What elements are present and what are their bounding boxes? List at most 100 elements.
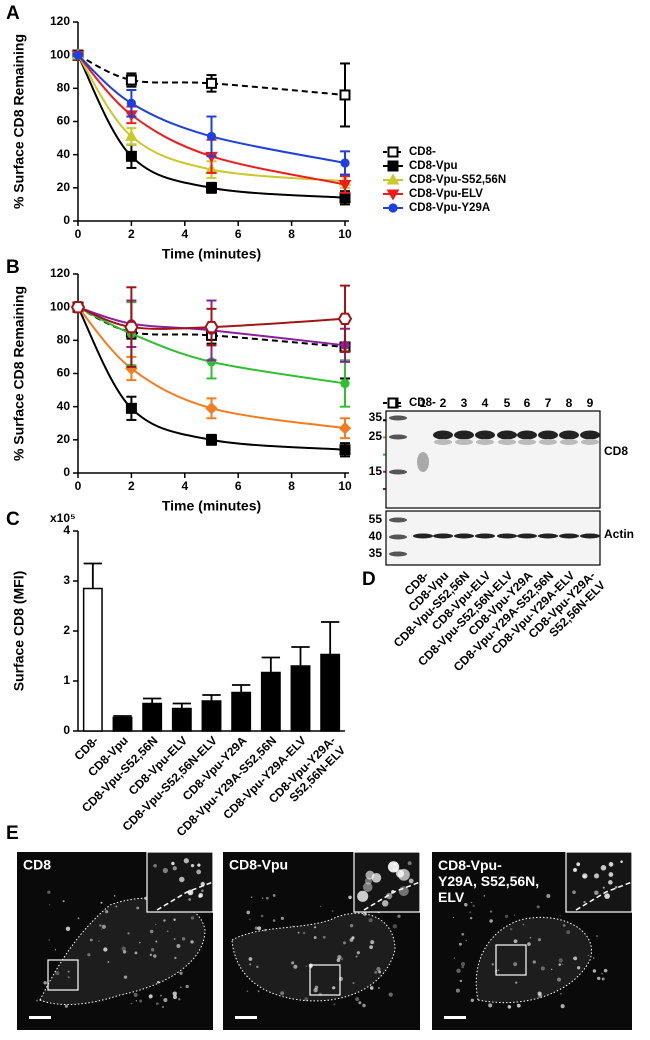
marker: [387, 160, 399, 172]
actin-band: [413, 533, 433, 539]
cd8-band: [454, 430, 474, 440]
roi-box: [47, 959, 79, 991]
marker: [338, 422, 352, 435]
inset-speckle: [387, 861, 400, 873]
speckle: [64, 1004, 68, 1008]
inset-speckle: [583, 900, 586, 904]
speckle: [455, 988, 460, 993]
cd8-band: [475, 430, 495, 440]
speckle: [532, 960, 536, 964]
speckle: [458, 942, 462, 946]
speckle: [332, 986, 336, 990]
marker: [73, 50, 83, 60]
ladder-band: [389, 517, 407, 523]
x-tick-label: 8: [288, 479, 295, 493]
marker: [206, 77, 217, 89]
speckle: [280, 916, 284, 920]
x-tick-label: 10: [338, 479, 352, 493]
marker: [386, 189, 400, 201]
error-bar: [291, 646, 310, 666]
speckle: [509, 927, 513, 931]
speckle: [121, 946, 126, 951]
speckle: [123, 950, 126, 954]
marker-size: 35: [369, 546, 383, 560]
inset-speckle: [188, 898, 191, 901]
marker: [125, 129, 138, 141]
y-tick-label: 100: [50, 299, 70, 313]
error-bar: [172, 702, 192, 709]
actin-band: [497, 533, 517, 539]
speckle: [558, 958, 563, 963]
speckle: [513, 914, 516, 916]
inset-speckle: [357, 890, 369, 902]
speckle: [98, 940, 100, 942]
speckle: [55, 971, 60, 976]
speckle: [337, 954, 342, 960]
bar: [112, 716, 133, 732]
lane-number: 6: [524, 396, 531, 410]
speckle: [592, 969, 597, 973]
inset-speckle: [407, 861, 412, 866]
speckle: [272, 894, 276, 897]
bar: [290, 665, 311, 732]
panel-letter: A: [6, 3, 20, 24]
speckle: [559, 915, 561, 917]
speckle: [352, 981, 355, 985]
marker: [125, 402, 137, 414]
cell-outline: [39, 897, 206, 1006]
inset-speckle: [573, 868, 577, 872]
legend-label: CD8-Vpu-Y29A: [409, 202, 490, 214]
curve: [77, 54, 346, 186]
y-tick-label: 4: [63, 523, 70, 537]
speckle: [122, 949, 127, 954]
inset-speckle: [594, 890, 599, 896]
speckle: [62, 900, 65, 903]
speckle: [172, 995, 178, 1000]
speckle: [174, 956, 177, 960]
speckle: [319, 905, 322, 908]
x-tick-label: 0: [75, 227, 82, 241]
speckle: [461, 961, 466, 966]
speckle: [47, 890, 51, 894]
marker: [339, 444, 351, 456]
y-tick-label: 60: [57, 366, 71, 380]
speckle: [178, 997, 181, 1001]
inset-speckle: [572, 890, 576, 895]
y-tick-label: 0: [63, 723, 70, 737]
speckle: [465, 939, 467, 942]
speckle: [265, 896, 269, 900]
speckle: [190, 940, 194, 944]
speckle: [272, 919, 276, 922]
y-tick-label: 100: [50, 47, 70, 61]
speckle: [148, 994, 153, 999]
cd8-band: [559, 430, 579, 440]
y-tick-label: 20: [57, 180, 71, 194]
inset-speckle: [187, 890, 193, 895]
speckle: [470, 901, 473, 904]
inset-speckle: [604, 893, 610, 899]
speckle: [123, 975, 128, 979]
bar: [201, 700, 222, 732]
cd8-band: [497, 430, 517, 440]
marker-size: 40: [369, 529, 383, 543]
speckle: [566, 930, 571, 935]
speckle: [349, 923, 354, 928]
marker: [205, 402, 218, 415]
x-axis-label: Time (minutes): [162, 246, 261, 262]
actin-band: [433, 533, 453, 539]
speckle: [302, 931, 306, 935]
error-bar: [231, 684, 251, 693]
speckle: [587, 954, 589, 957]
speckle: [348, 895, 352, 900]
speckle: [305, 965, 308, 967]
speckle: [551, 968, 553, 970]
lane-number: 2: [440, 396, 447, 410]
bar: [171, 707, 192, 732]
lane-number: L: [394, 396, 401, 410]
speckle: [48, 904, 51, 906]
speckle: [67, 970, 70, 973]
speckle: [597, 976, 601, 981]
speckle: [489, 919, 493, 923]
inset-speckle: [197, 863, 201, 867]
blot-label: Actin: [604, 527, 634, 541]
